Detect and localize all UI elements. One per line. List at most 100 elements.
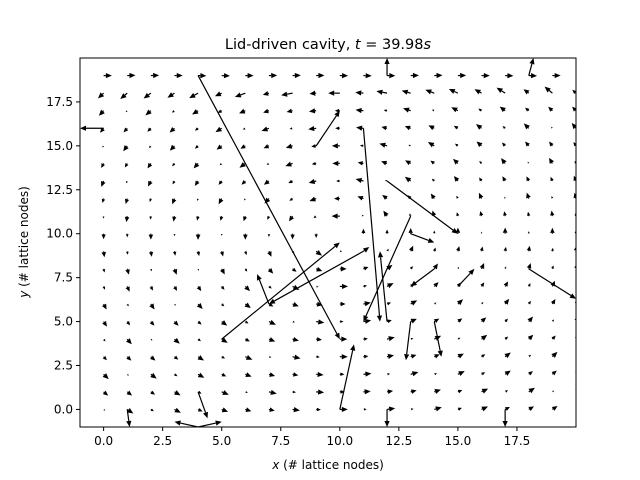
quiver-arrow bbox=[453, 158, 459, 165]
quiver-arrow bbox=[456, 212, 460, 217]
quiver-arrow bbox=[214, 91, 222, 97]
quiver-arrow bbox=[403, 107, 411, 113]
quiver-arrow bbox=[363, 215, 412, 322]
quiver-arrow bbox=[457, 407, 462, 411]
quiver-arrow bbox=[127, 72, 136, 79]
quiver-arrow bbox=[102, 216, 105, 219]
quiver-arrow bbox=[331, 143, 340, 149]
quiver-arrow bbox=[126, 373, 129, 376]
quiver-arrow bbox=[145, 109, 152, 116]
quiver-arrow bbox=[384, 58, 390, 76]
quiver-arrow bbox=[143, 92, 152, 99]
y-tick-label: 2.5 bbox=[54, 359, 73, 373]
plot-frame bbox=[79, 57, 577, 428]
quiver-arrow bbox=[171, 198, 177, 205]
quiver-arrow bbox=[481, 72, 490, 79]
quiver-arrow bbox=[103, 72, 112, 79]
quiver-arrow bbox=[285, 143, 293, 149]
x-tick-label: 7.5 bbox=[271, 434, 290, 448]
quiver-arrow bbox=[244, 268, 248, 272]
quiver-arrow bbox=[339, 283, 349, 290]
quiver-arrow bbox=[386, 389, 394, 395]
quiver-arrow bbox=[268, 285, 272, 289]
quiver-arrow bbox=[196, 216, 200, 221]
quiver-arrow bbox=[505, 73, 514, 79]
quiver-arrow bbox=[316, 337, 322, 342]
y-tick-label: 15.0 bbox=[46, 139, 73, 153]
quiver-arrow bbox=[385, 229, 389, 234]
quiver-arrow bbox=[126, 303, 129, 307]
quiver-arrow bbox=[102, 373, 109, 380]
quiver-arrow bbox=[359, 144, 364, 148]
quiver-arrow bbox=[381, 160, 388, 166]
quiver-arrow bbox=[173, 320, 179, 326]
quiver-arrow bbox=[149, 216, 153, 220]
quiver-arrow bbox=[316, 72, 325, 79]
quiver-arrow bbox=[267, 267, 274, 274]
y-tick-label: 17.5 bbox=[46, 95, 73, 109]
quiver-arrow bbox=[267, 251, 272, 257]
quiver-arrow bbox=[120, 92, 128, 99]
quiver-arrow bbox=[383, 210, 389, 217]
quiver-arrow bbox=[174, 390, 181, 396]
x-tick-label: 15.0 bbox=[445, 434, 472, 448]
quiver-arrow bbox=[245, 72, 254, 79]
quiver-arrow bbox=[457, 318, 463, 323]
quiver-arrow bbox=[479, 160, 483, 164]
quiver-arrow bbox=[550, 210, 555, 217]
quiver-arrow bbox=[173, 355, 179, 360]
quiver-arrow bbox=[496, 87, 506, 94]
quiver-arrow bbox=[339, 406, 348, 413]
quiver-arrow bbox=[281, 91, 293, 97]
quiver-arrow bbox=[404, 176, 412, 183]
quiver-arrow bbox=[405, 160, 412, 166]
quiver-arrow bbox=[528, 406, 534, 411]
y-tick-label: 5.0 bbox=[54, 315, 73, 329]
x-tick-label: 10.0 bbox=[326, 434, 353, 448]
quiver-arrow bbox=[269, 355, 272, 358]
quiver-arrow bbox=[551, 126, 553, 129]
quiver-arrow bbox=[261, 126, 270, 132]
quiver-arrow bbox=[316, 319, 325, 325]
quiver-arrow bbox=[197, 408, 203, 412]
quiver-arrow bbox=[193, 162, 200, 169]
quiver-arrow bbox=[573, 246, 576, 252]
quiver-arrow bbox=[409, 213, 412, 217]
quiver-arrow bbox=[194, 145, 199, 149]
quiver-arrow bbox=[503, 246, 507, 252]
x-tick-label: 2.5 bbox=[153, 434, 172, 448]
quiver-arrow bbox=[172, 216, 177, 222]
quiver-arrow bbox=[311, 144, 317, 148]
quiver-arrow bbox=[480, 334, 488, 341]
quiver-arrow bbox=[149, 286, 153, 291]
quiver-arrow bbox=[502, 409, 508, 427]
quiver-arrow bbox=[240, 144, 246, 149]
quiver-arrow bbox=[363, 284, 368, 288]
quiver-arrow bbox=[219, 251, 224, 257]
quiver-arrow bbox=[174, 420, 199, 427]
quiver-arrow bbox=[216, 144, 223, 150]
quiver-arrow bbox=[551, 405, 558, 411]
quiver-arrow bbox=[150, 390, 156, 395]
quiver-arrow bbox=[501, 158, 507, 165]
quiver-arrow bbox=[433, 247, 436, 252]
quiver-arrow bbox=[97, 92, 105, 99]
quiver-arrow bbox=[102, 268, 106, 273]
quiver-arrow bbox=[173, 337, 180, 344]
quiver-arrow bbox=[197, 355, 204, 361]
quiver-arrow bbox=[480, 231, 483, 234]
quiver-arrow bbox=[386, 302, 392, 306]
quiver-arrow bbox=[316, 285, 319, 288]
quiver-arrow bbox=[427, 142, 435, 148]
quiver-arrow bbox=[339, 336, 348, 342]
quiver-arrow bbox=[195, 233, 201, 240]
quiver-arrow bbox=[292, 407, 300, 413]
quiver-arrow bbox=[197, 75, 340, 340]
quiver-arrow bbox=[197, 198, 199, 201]
quiver-arrow bbox=[523, 123, 530, 130]
quiver-arrow bbox=[551, 370, 557, 376]
quiver-arrow bbox=[173, 234, 176, 237]
quiver-arrow bbox=[197, 338, 201, 342]
quiver-arrow bbox=[124, 163, 129, 168]
